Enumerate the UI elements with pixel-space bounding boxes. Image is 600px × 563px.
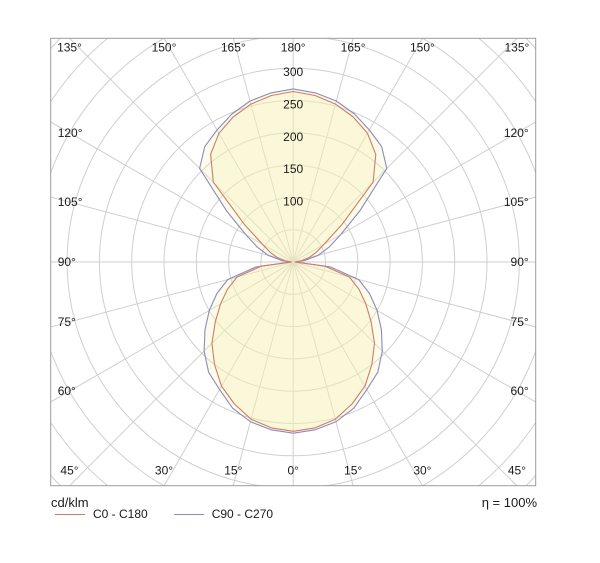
legend-entry-c0-c180: C0 - C180 <box>51 507 148 521</box>
angle-label: 60° <box>511 384 529 398</box>
angle-label: 180° <box>281 41 306 55</box>
curve-c0-c180 <box>210 90 377 432</box>
c90-c270-line-swatch <box>173 513 204 515</box>
legend-entry-c90-c270: C90 - C270 <box>170 507 273 521</box>
legend-header: cd/klm η = 100% <box>51 494 537 510</box>
intensity-curves <box>199 88 388 434</box>
svg-text:150: 150 <box>283 162 303 176</box>
angle-label: 135° <box>504 41 529 55</box>
angle-label: 90° <box>58 255 76 269</box>
angle-label: 90° <box>511 255 529 269</box>
angle-label: 30° <box>413 464 431 478</box>
svg-text:200: 200 <box>283 130 303 144</box>
ring-labels: 100 150 200 250 300 <box>283 65 303 208</box>
angle-label: 45° <box>508 464 526 478</box>
unit-label: cd/klm <box>51 494 89 510</box>
angle-label: 105° <box>58 195 83 209</box>
angle-label: 30° <box>155 464 173 478</box>
curve-c90-c270 <box>199 88 388 434</box>
angle-label: 15° <box>224 464 242 478</box>
angle-label: 15° <box>344 464 362 478</box>
angle-label: 150° <box>152 41 177 55</box>
angle-label: 120° <box>504 126 529 140</box>
angle-label: 135° <box>57 41 82 55</box>
c0-c180-line-swatch <box>55 513 85 515</box>
angle-label: 165° <box>221 41 246 55</box>
angle-label: 45° <box>60 464 78 478</box>
efficiency-label: η = 100% <box>481 494 537 510</box>
angle-label: 75° <box>511 315 529 329</box>
angle-label: 120° <box>58 126 83 140</box>
svg-text:300: 300 <box>283 65 303 79</box>
curve-fill-c0-c180 <box>210 91 376 432</box>
legend-entry-label: C0 - C180 <box>93 507 148 521</box>
legend: C0 - C180 C90 - C270 <box>51 507 537 521</box>
angle-label: 150° <box>410 41 435 55</box>
angle-label: 0° <box>287 464 299 478</box>
angle-label: 75° <box>58 315 76 329</box>
angle-label: 60° <box>58 384 76 398</box>
svg-text:100: 100 <box>283 194 303 208</box>
svg-text:250: 250 <box>283 98 303 112</box>
chart-frame <box>50 37 537 487</box>
angle-label: 165° <box>341 41 366 55</box>
angle-label: 105° <box>504 195 529 209</box>
legend-entry-label: C90 - C270 <box>211 507 274 521</box>
angle-labels: 0° 15° 15° 30° 30° 45° 45° 60° 60° 75° 75° 90° 90° 10… <box>57 41 529 478</box>
curve-fill-c90-c270 <box>199 88 387 434</box>
